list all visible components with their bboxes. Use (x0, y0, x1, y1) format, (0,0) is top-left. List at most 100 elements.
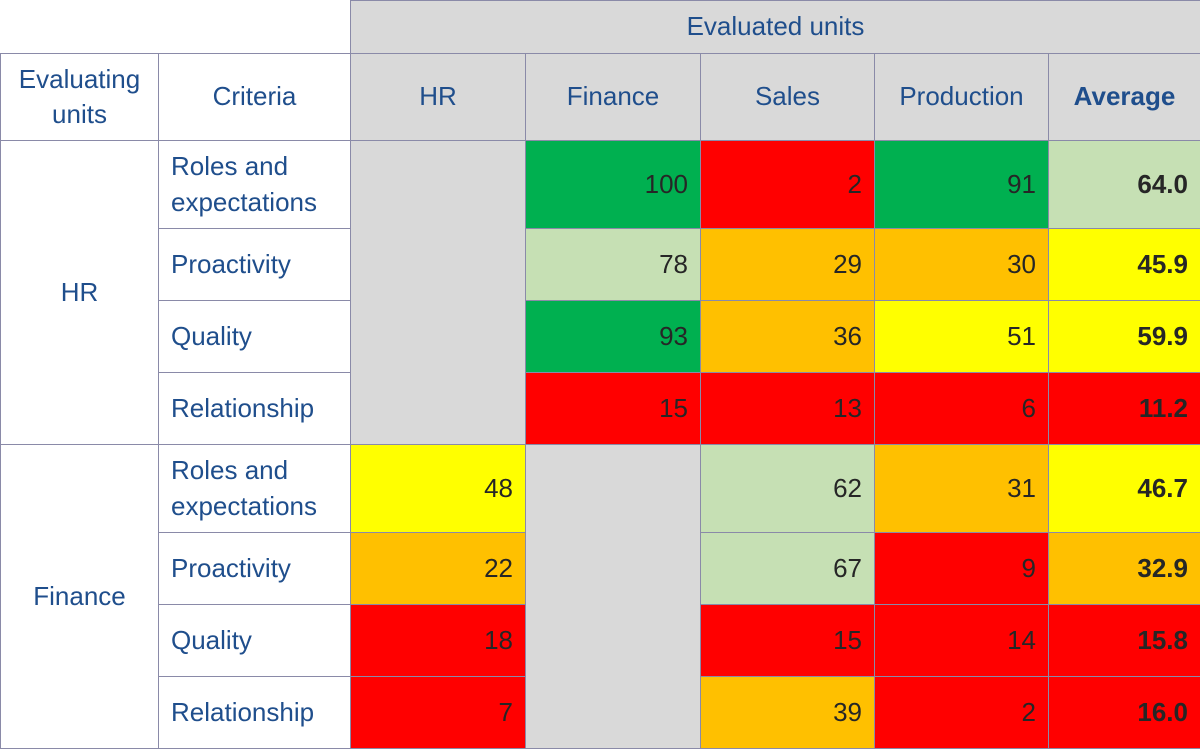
average-cell-text: 15.8 (1137, 624, 1188, 655)
score-cell-text: 15 (833, 624, 862, 655)
criterion-label: Roles and expectations (158, 444, 351, 533)
score-cell: 13 (700, 372, 875, 445)
score-cell: 48 (350, 444, 526, 533)
column-header-hr-text: HR (419, 81, 457, 112)
average-cell: 46.7 (1048, 444, 1200, 533)
score-cell-text: 6 (1021, 392, 1036, 423)
score-cell-text: 36 (833, 320, 862, 351)
column-header-production-text: Production (899, 81, 1024, 112)
average-cell-text: 45.9 (1137, 248, 1188, 279)
score-cell: 15 (525, 372, 701, 445)
column-header-sales-text: Sales (754, 81, 821, 112)
column-header-finance-text: Finance (566, 81, 660, 112)
average-cell: 64.0 (1048, 140, 1200, 229)
score-cell-text: 51 (1007, 320, 1036, 351)
score-cell: 30 (874, 228, 1049, 301)
criterion-label: Proactivity (158, 532, 351, 605)
score-cell: 51 (874, 300, 1049, 373)
score-cell: 18 (350, 604, 526, 677)
score-cell-text: 22 (484, 552, 513, 583)
evaluated-units-header-text: Evaluated units (686, 11, 865, 42)
average-cell: 45.9 (1048, 228, 1200, 301)
criterion-label: Proactivity (158, 228, 351, 301)
criterion-label-text: Quality (171, 624, 252, 655)
score-cell: 9 (874, 532, 1049, 605)
score-cell: 2 (874, 676, 1049, 749)
score-cell-text: 29 (833, 248, 862, 279)
score-cell: 29 (700, 228, 875, 301)
average-cell-text: 11.2 (1138, 392, 1188, 423)
group-label-finance: Finance (0, 444, 159, 749)
average-cell-text: 59.9 (1137, 320, 1188, 351)
score-cell: 2 (700, 140, 875, 229)
self-evaluation-cell (525, 444, 701, 749)
group-label-hr-text: HR (60, 276, 99, 307)
criterion-label-text: Roles and expectations (171, 151, 317, 217)
score-cell: 6 (874, 372, 1049, 445)
evaluating-units-header-text: Evaluating units (18, 63, 141, 129)
score-cell-text: 48 (484, 472, 513, 503)
average-cell-text: 46.7 (1137, 472, 1188, 503)
column-header-hr: HR (350, 53, 526, 141)
criterion-label-text: Proactivity (171, 248, 291, 279)
average-cell: 59.9 (1048, 300, 1200, 373)
score-cell-text: 31 (1007, 472, 1036, 503)
average-cell-text: 32.9 (1137, 552, 1188, 583)
criterion-label-text: Relationship (171, 696, 315, 727)
score-cell-text: 78 (659, 248, 688, 279)
score-cell-text: 2 (1021, 696, 1036, 727)
self-evaluation-cell (350, 140, 526, 445)
criterion-label-text: Quality (171, 320, 252, 351)
average-cell: 15.8 (1048, 604, 1200, 677)
score-cell: 93 (525, 300, 701, 373)
score-cell-text: 100 (644, 168, 688, 199)
column-header-finance: Finance (525, 53, 701, 141)
criterion-label: Roles and expectations (158, 140, 351, 229)
score-cell-text: 13 (833, 392, 862, 423)
score-cell: 67 (700, 532, 875, 605)
score-cell-text: 2 (847, 168, 862, 199)
criterion-label: Relationship (158, 372, 351, 445)
average-cell: 32.9 (1048, 532, 1200, 605)
score-cell-text: 91 (1007, 168, 1036, 199)
score-cell: 7 (350, 676, 526, 749)
score-cell: 14 (874, 604, 1049, 677)
average-cell: 11.2 (1048, 372, 1200, 445)
score-cell: 78 (525, 228, 701, 301)
average-cell-text: 64.0 (1137, 168, 1188, 199)
criterion-label-text: Roles and expectations (171, 455, 317, 521)
group-label-finance-text: Finance (33, 580, 126, 611)
criterion-label: Quality (158, 604, 351, 677)
column-header-sales: Sales (700, 53, 875, 141)
score-cell: 91 (874, 140, 1049, 229)
column-header-average-text: Average (1073, 81, 1176, 112)
score-cell: 31 (874, 444, 1049, 533)
evaluated-units-header: Evaluated units (350, 0, 1200, 54)
criteria-header: Criteria (158, 53, 351, 141)
evaluating-units-header: Evaluating units (0, 53, 159, 141)
score-cell: 22 (350, 532, 526, 605)
average-cell: 16.0 (1048, 676, 1200, 749)
score-cell-text: 7 (498, 696, 513, 727)
score-cell: 15 (700, 604, 875, 677)
average-cell-text: 16.0 (1137, 696, 1188, 727)
criterion-label-text: Relationship (171, 392, 315, 423)
score-cell: 62 (700, 444, 875, 533)
column-header-production: Production (874, 53, 1049, 141)
score-cell-text: 15 (659, 392, 688, 423)
score-cell: 36 (700, 300, 875, 373)
score-cell-text: 39 (833, 696, 862, 727)
criterion-label: Relationship (158, 676, 351, 749)
score-cell-text: 18 (484, 624, 513, 655)
score-cell-text: 62 (833, 472, 862, 503)
score-cell-text: 9 (1021, 552, 1036, 583)
score-cell-text: 67 (833, 552, 862, 583)
criterion-label: Quality (158, 300, 351, 373)
criterion-label-text: Proactivity (171, 552, 291, 583)
column-header-average: Average (1048, 53, 1200, 141)
score-cell-text: 14 (1007, 624, 1036, 655)
group-label-hr: HR (0, 140, 159, 445)
score-cell: 39 (700, 676, 875, 749)
criteria-header-text: Criteria (212, 81, 297, 112)
